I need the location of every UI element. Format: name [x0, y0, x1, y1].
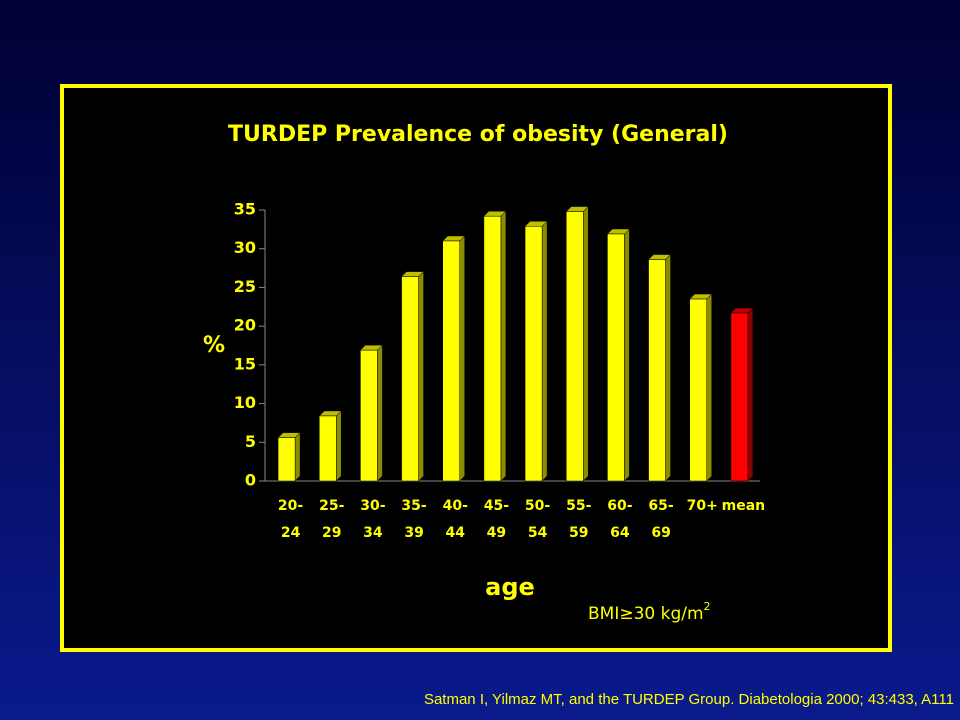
bar-side — [294, 432, 301, 482]
bar-side — [459, 235, 465, 482]
annotation-superscript: 2 — [704, 600, 711, 613]
bar — [401, 276, 419, 482]
x-tick-label: 34 — [363, 525, 383, 541]
bar-side — [418, 270, 424, 482]
x-tick-label: 59 — [569, 525, 588, 541]
bar — [566, 211, 584, 482]
x-axis-label: age — [485, 573, 535, 601]
bar-side — [665, 253, 671, 482]
bar — [689, 298, 707, 482]
chart-title: TURDEP Prevalence of obesity (General) — [228, 122, 728, 147]
x-tick-label: 50- — [525, 498, 550, 514]
bar-side — [706, 293, 712, 482]
x-tick-label: 40- — [443, 498, 468, 514]
y-tick-label: 35 — [234, 200, 256, 219]
x-tick-label: 24 — [281, 525, 301, 541]
x-tick-label: 20- — [278, 498, 303, 514]
bar — [319, 415, 337, 482]
x-tick-label: 45- — [484, 498, 509, 514]
x-tick-label: 49 — [487, 525, 506, 541]
y-tick-label: 5 — [245, 432, 256, 451]
bar — [360, 349, 378, 482]
bar — [607, 233, 625, 482]
x-tick-label: 65- — [648, 498, 673, 514]
bar — [524, 226, 543, 482]
x-tick-label: 54 — [528, 525, 548, 541]
x-tick-label: mean — [722, 498, 766, 514]
bar-side — [377, 344, 383, 482]
x-tick-label: 35- — [401, 498, 426, 514]
y-tick-label: 10 — [234, 393, 256, 412]
y-axis-label: % — [203, 333, 225, 358]
bar — [277, 437, 296, 482]
x-tick-label: 39 — [404, 525, 423, 541]
x-tick-label: 44 — [446, 525, 466, 541]
annotation: BMI≥30 kg/m2 — [588, 600, 711, 624]
y-tick-label: 20 — [234, 316, 256, 335]
bar-side — [624, 228, 630, 482]
bar-side — [747, 307, 754, 482]
x-tick-label: 64 — [610, 525, 630, 541]
bar-side — [500, 210, 507, 482]
bar — [648, 259, 666, 482]
bar-side — [541, 220, 548, 482]
bar — [483, 215, 502, 482]
source: Satman I, Yilmaz MT, and the TURDEP Grou… — [424, 691, 954, 708]
y-tick-label: 0 — [245, 471, 256, 490]
x-tick-label: 30- — [360, 498, 385, 514]
chart-frame — [60, 84, 892, 652]
bar-side — [336, 410, 342, 482]
x-tick-label: 29 — [322, 525, 341, 541]
x-tick-label: 55- — [566, 498, 591, 514]
x-tick-label: 70+ — [687, 498, 718, 514]
y-tick-label: 15 — [234, 354, 256, 373]
bar — [442, 240, 460, 482]
x-tick-label: 60- — [607, 498, 632, 514]
y-tick-label: 25 — [234, 277, 256, 296]
x-tick-label: 69 — [651, 525, 670, 541]
y-tick-label: 30 — [234, 238, 256, 257]
bar — [730, 312, 749, 482]
x-tick-label: 25- — [319, 498, 344, 514]
annotation-text: BMI≥30 kg/m — [588, 604, 704, 624]
bar-side — [583, 205, 589, 482]
